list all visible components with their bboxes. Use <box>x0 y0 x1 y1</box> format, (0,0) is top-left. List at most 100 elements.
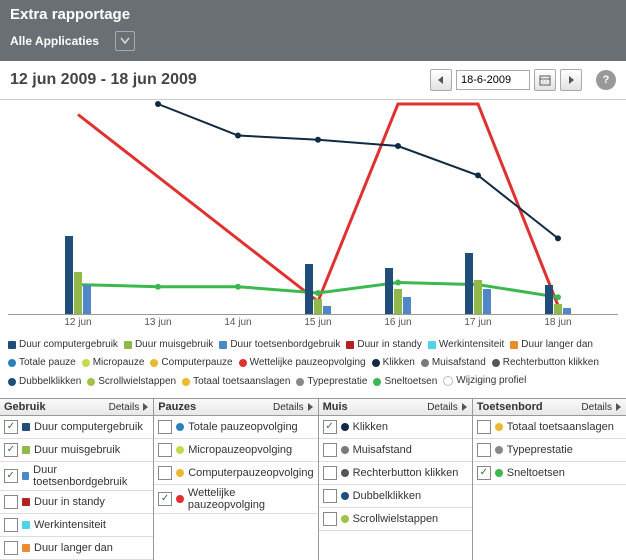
calendar-button[interactable] <box>534 69 556 91</box>
chart-bar <box>65 236 73 314</box>
panel-row[interactable]: Werkintensiteit <box>0 514 153 537</box>
row-label: Dubbelklikken <box>353 490 421 502</box>
row-checkbox[interactable] <box>477 420 491 434</box>
legend-item: Duur in standy <box>346 337 421 353</box>
panel-row[interactable]: Computerpauzeopvolging <box>154 462 317 485</box>
help-button[interactable]: ? <box>596 70 616 90</box>
panel-title: Toetsenbord <box>477 401 543 413</box>
panel-row[interactable]: Sneltoetsen <box>473 462 626 485</box>
panel-row[interactable]: Duur computergebruik <box>0 416 153 439</box>
panel: MuisDetailsKlikkenMuisafstandRechterbutt… <box>319 399 473 560</box>
legend-label: Klikken <box>383 355 415 371</box>
chart-bar <box>474 280 482 314</box>
row-checkbox[interactable] <box>323 420 337 434</box>
panel-row[interactable]: Muisafstand <box>319 439 472 462</box>
row-label: Micropauzeopvolging <box>188 444 292 456</box>
legend-swatch <box>219 341 227 349</box>
chart-bar <box>403 297 411 314</box>
row-checkbox[interactable] <box>4 469 18 483</box>
triangle-right-icon <box>460 403 468 411</box>
chart-marker <box>235 133 241 139</box>
panel-row[interactable]: Klikken <box>319 416 472 439</box>
legend-swatch <box>150 359 158 367</box>
legend-item: Wijziging profiel <box>443 373 526 389</box>
apps-dropdown-button[interactable] <box>115 31 135 51</box>
row-swatch <box>22 521 30 529</box>
row-checkbox[interactable] <box>158 420 172 434</box>
row-label: Duur toetsenbordgebruik <box>33 464 149 488</box>
row-checkbox[interactable] <box>158 443 172 457</box>
chart-bar <box>394 289 402 314</box>
row-checkbox[interactable] <box>4 420 18 434</box>
row-checkbox[interactable] <box>4 443 18 457</box>
legend-label: Duur computergebruik <box>19 337 118 353</box>
row-swatch <box>176 469 184 477</box>
panel-details-button[interactable]: Details <box>109 402 150 413</box>
row-checkbox[interactable] <box>4 518 18 532</box>
chart-marker <box>155 284 161 290</box>
row-checkbox[interactable] <box>4 495 18 509</box>
legend-item: Sneltoetsen <box>373 374 437 390</box>
panel-row[interactable]: Totale pauzeopvolging <box>154 416 317 439</box>
panel-row[interactable]: Duur muisgebruik <box>0 439 153 462</box>
panel-row[interactable]: Wettelijke pauzeopvolging <box>154 485 317 514</box>
panel-row[interactable]: Typeprestatie <box>473 439 626 462</box>
row-checkbox[interactable] <box>323 443 337 457</box>
panel-row[interactable]: Micropauzeopvolging <box>154 439 317 462</box>
prev-button[interactable] <box>430 69 452 91</box>
row-swatch <box>341 515 349 523</box>
panel: PauzesDetailsTotale pauzeopvolgingMicrop… <box>154 399 318 560</box>
date-input[interactable] <box>456 70 530 90</box>
row-label: Duur computergebruik <box>34 421 143 433</box>
panel-row[interactable]: Dubbelklikken <box>319 485 472 508</box>
row-label: Scrollwielstappen <box>353 513 439 525</box>
legend-label: Wijziging profiel <box>456 373 526 389</box>
row-swatch <box>341 446 349 454</box>
panel-details-button[interactable]: Details <box>581 402 622 413</box>
row-checkbox[interactable] <box>4 541 18 555</box>
panel-details-button[interactable]: Details <box>273 402 314 413</box>
legend-item: Duur toetsenbordgebruik <box>219 337 340 353</box>
legend-swatch <box>443 376 453 386</box>
legend-swatch <box>239 359 247 367</box>
row-label: Duur in standy <box>34 496 105 508</box>
row-checkbox[interactable] <box>323 489 337 503</box>
panel-title: Gebruik <box>4 401 46 413</box>
row-label: Typeprestatie <box>507 444 573 456</box>
chart: 12 jun13 jun14 jun15 jun16 jun17 jun18 j… <box>8 104 618 315</box>
legend-label: Dubbelklikken <box>19 374 81 390</box>
legend-label: Totaal toetsaanslagen <box>193 374 290 390</box>
panel-row[interactable]: Duur in standy <box>0 491 153 514</box>
row-checkbox[interactable] <box>158 492 172 506</box>
panel-row[interactable]: Duur toetsenbordgebruik <box>0 462 153 491</box>
date-range: 12 jun 2009 - 18 jun 2009 <box>10 71 197 89</box>
row-label: Werkintensiteit <box>34 519 106 531</box>
apps-dropdown-label[interactable]: Alle Applicaties <box>10 34 99 48</box>
row-label: Muisafstand <box>353 444 412 456</box>
row-label: Duur muisgebruik <box>34 444 120 456</box>
row-checkbox[interactable] <box>477 466 491 480</box>
chart-marker <box>235 284 241 290</box>
legend-swatch <box>124 341 132 349</box>
chart-category-label: 16 jun <box>384 317 411 328</box>
panel-row[interactable]: Rechterbutton klikken <box>319 462 472 485</box>
row-checkbox[interactable] <box>323 466 337 480</box>
row-checkbox[interactable] <box>477 443 491 457</box>
row-checkbox[interactable] <box>323 512 337 526</box>
legend-label: Typeprestatie <box>307 374 367 390</box>
chart-bar <box>305 264 313 314</box>
panel-row[interactable]: Duur langer dan <box>0 537 153 560</box>
triangle-right-icon <box>141 403 149 411</box>
panel-row[interactable]: Totaal toetsaanslagen <box>473 416 626 439</box>
panel-row[interactable]: Scrollwielstappen <box>319 508 472 531</box>
legend-label: Muisafstand <box>432 355 486 371</box>
calendar-icon <box>539 74 551 86</box>
row-swatch <box>22 498 30 506</box>
panel-details-button[interactable]: Details <box>427 402 468 413</box>
chart-line <box>158 104 558 238</box>
legend-label: Duur muisgebruik <box>135 337 213 353</box>
next-button[interactable] <box>560 69 582 91</box>
row-checkbox[interactable] <box>158 466 172 480</box>
chart-marker <box>475 172 481 178</box>
legend-swatch <box>510 341 518 349</box>
